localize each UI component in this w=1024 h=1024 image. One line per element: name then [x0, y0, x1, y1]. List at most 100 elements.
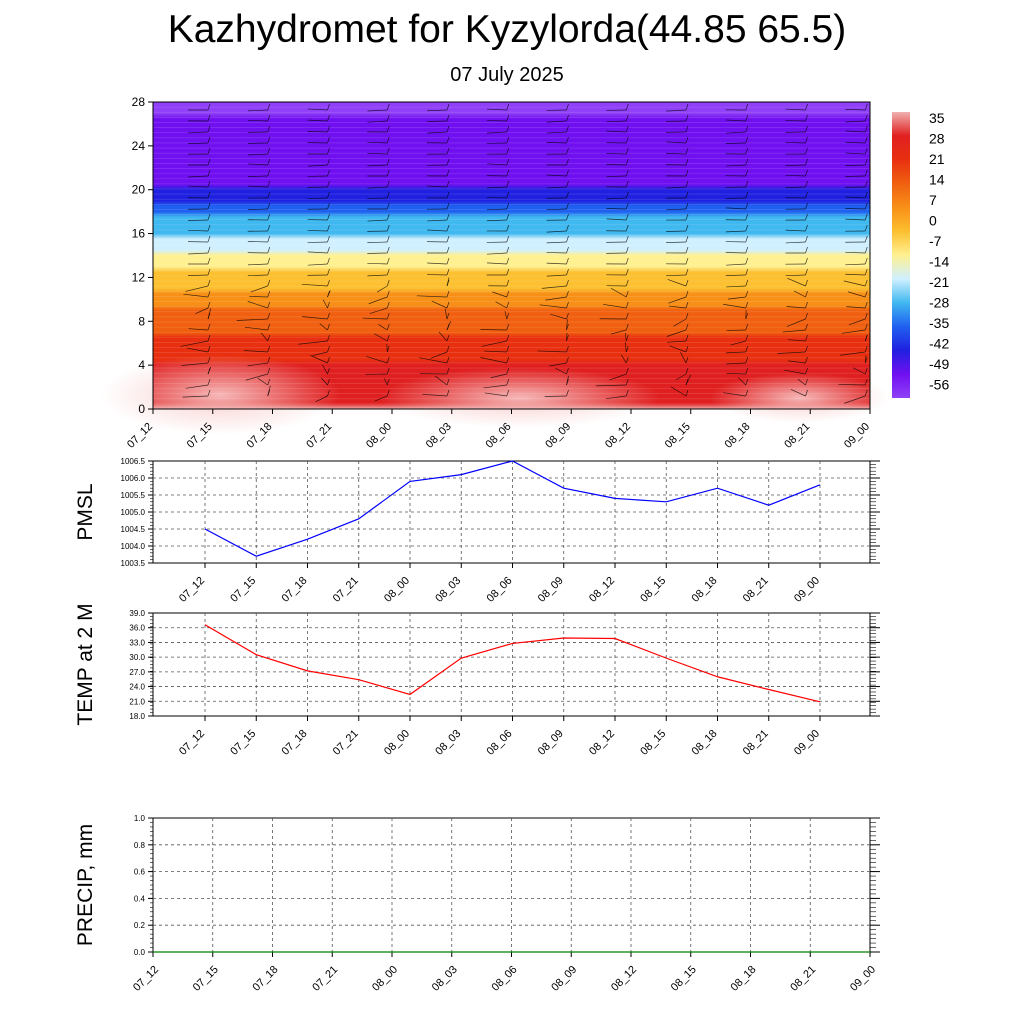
wind-barb [367, 197, 388, 199]
wind-barb [247, 362, 268, 367]
wind-barb [301, 283, 328, 287]
wind-barb [419, 357, 448, 364]
wind-barb-flag [566, 158, 569, 166]
wind-barb-flag [625, 125, 629, 133]
x-tick-label: 08_03 [424, 421, 454, 451]
wind-barb [537, 350, 567, 353]
wind-barb-flag [386, 268, 390, 276]
wind-barb-flag [625, 301, 629, 309]
wind-barb-flag [207, 378, 211, 386]
warm-surface-area [380, 368, 660, 428]
wind-barb-flag [805, 334, 808, 342]
wind-barb-flag [745, 191, 749, 199]
x-tick-label: 08_21 [741, 575, 771, 605]
wind-barb-flag [207, 103, 211, 111]
wind-barb [367, 152, 388, 155]
wind-barb [845, 130, 866, 133]
wind-barb [186, 347, 209, 353]
wind-barb-flag [327, 147, 330, 155]
wind-barb-flag [207, 224, 211, 232]
wind-barb [725, 164, 746, 167]
wind-barb [427, 131, 448, 134]
wind-barb-flag [327, 290, 330, 298]
wind-barb-flag [625, 334, 629, 342]
wind-barb [322, 299, 328, 309]
wind-barb [785, 142, 806, 144]
wind-barb-flag [207, 213, 211, 221]
wind-barb [188, 142, 209, 144]
wind-barb-flag [506, 356, 510, 364]
wind-barb-flag [864, 147, 868, 155]
y-tick-label: 0.6 [134, 868, 146, 877]
wind-barb-flag [864, 345, 868, 353]
wind-barb-flag [446, 114, 450, 122]
wind-barb [319, 323, 328, 331]
wind-barb [668, 305, 687, 309]
wind-barb-flag [745, 169, 749, 177]
wind-barb [786, 318, 806, 327]
wind-barb-flag [207, 136, 211, 144]
wind-barb [427, 229, 448, 232]
wind-barb [785, 241, 806, 244]
wind-barb-flag [446, 169, 450, 177]
wind-barb [307, 230, 328, 232]
wind-barb [787, 339, 806, 342]
wind-barb-flag [685, 224, 689, 232]
wind-barb [247, 109, 268, 112]
wind-barb-flag [207, 202, 211, 210]
wind-barb-flag [506, 345, 510, 353]
series-line [204, 624, 821, 703]
wind-barb [550, 313, 567, 320]
x-tick-label: 08_06 [485, 575, 515, 605]
x-tick-label: 08_15 [638, 728, 668, 758]
wind-barb-flag [685, 213, 689, 221]
wind-barb [673, 318, 687, 327]
wind-barb-flag [566, 257, 569, 265]
wind-barb-flag [267, 213, 271, 221]
wind-barb [486, 208, 507, 211]
wind-barb-flag [207, 147, 211, 155]
wind-barb-flag [745, 312, 749, 320]
wind-barb-flag [506, 224, 510, 232]
wind-barb-flag [386, 246, 390, 254]
wind-barb-flag [625, 345, 629, 353]
wind-barb-flag [446, 147, 450, 155]
wind-barb [848, 318, 866, 326]
precip-panel: 0.0 0.2 0.4 0.6 0.8 1.0 07_12 07_15 07_18 07_21 08… [74, 814, 880, 994]
wind-barb-flag [685, 312, 689, 320]
wind-barb-flag [207, 114, 211, 122]
wind-barb-flag [864, 235, 868, 243]
wind-barb-flag [805, 158, 808, 166]
colorbar-label: -35 [929, 315, 949, 331]
wind-barb-flag [685, 257, 689, 265]
wind-barb-flag [506, 114, 510, 122]
x-tick-label: 08_12 [587, 728, 617, 758]
colorbar-label: -14 [929, 254, 949, 270]
wind-barb [666, 109, 687, 112]
wind-barb [181, 362, 209, 366]
wind-barb-flag [267, 235, 271, 243]
wind-barb [481, 340, 507, 347]
y-axis-label: TEMP at 2 M [74, 603, 97, 725]
wind-barb-flag [506, 323, 510, 331]
wind-barb [247, 163, 268, 166]
wind-barb [730, 340, 746, 346]
wind-barb [845, 141, 866, 144]
wind-barb [486, 120, 507, 122]
wind-barb-flag [446, 334, 450, 342]
wind-barb [486, 131, 507, 134]
wind-barb-flag [446, 191, 450, 199]
wind-barb-flag [327, 125, 330, 133]
wind-barb-flag [805, 389, 808, 397]
wind-barb-flag [386, 158, 390, 166]
wind-barb-flag [446, 323, 450, 331]
wind-barb-flag [327, 334, 330, 342]
wind-barb-flag [327, 169, 330, 177]
colorbar-label: -42 [929, 336, 949, 352]
y-tick-label: 4 [138, 358, 145, 372]
wind-barb-flag [745, 103, 749, 111]
wind-barb [486, 186, 507, 189]
x-tick-label: 09_00 [792, 575, 822, 605]
y-tick-label: 30.0 [129, 653, 145, 662]
wind-barb-flag [864, 323, 868, 331]
